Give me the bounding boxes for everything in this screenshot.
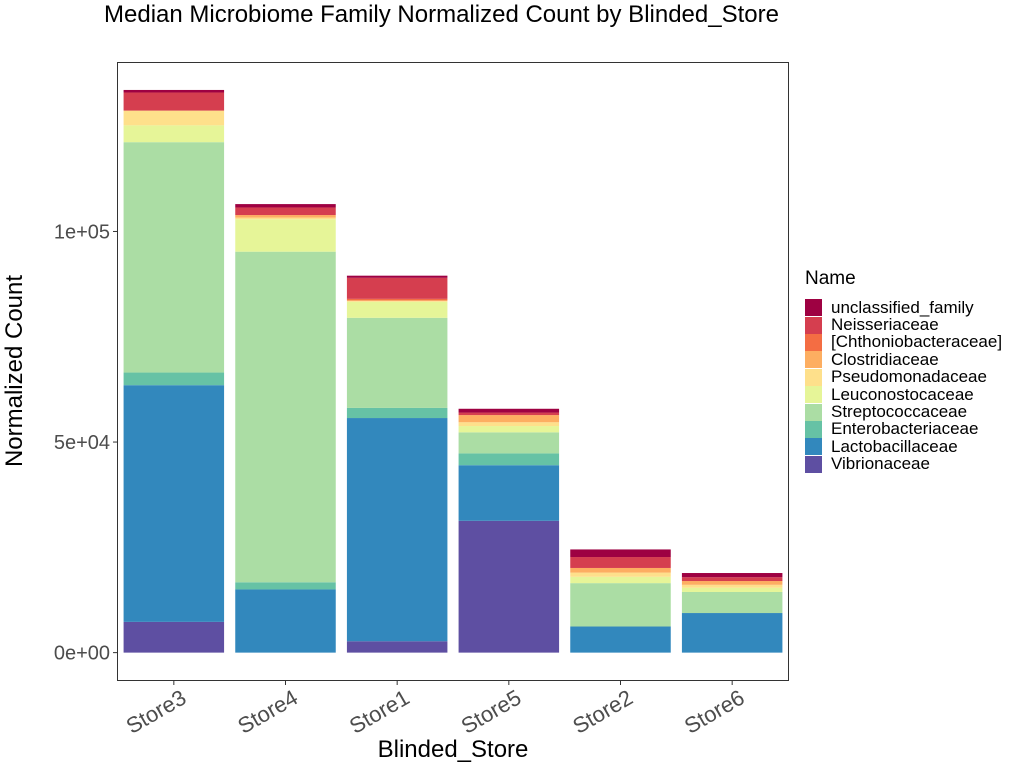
legend-item: unclassified_family <box>805 297 1002 317</box>
y-tick-label: 1e+05 <box>54 221 110 243</box>
x-tick-label: Store6 <box>680 685 749 739</box>
legend-label: Streptococcaceae <box>831 402 968 422</box>
bar-segment-store3-streptococcaceae <box>123 142 225 373</box>
legend-label: unclassified_family <box>831 297 974 317</box>
bar-segment-store2-neisseriaceae <box>570 557 671 568</box>
legend-swatch <box>805 316 822 334</box>
legend-label: Clostridiaceae <box>831 349 939 369</box>
bar-segment-store4-streptococcaceae <box>235 251 336 583</box>
bar-segment-store6-pseudomonadaceae <box>681 584 783 588</box>
legend-swatch <box>805 333 822 351</box>
bar-segment-store1-pseudomonadaceae <box>346 300 448 302</box>
bar-segment-store2-streptococcaceae <box>570 583 671 627</box>
bar-segment-store5-clostridiaceae <box>458 415 560 423</box>
bar-segment-store5-unclassified-family <box>458 408 560 413</box>
x-axis-title: Blinded_Store <box>378 736 529 763</box>
y-tick-label: 0e+00 <box>54 643 110 665</box>
bar-segment-store6-leuconostocaceae <box>681 587 783 592</box>
bar-segment-store4-lactobacillaceae <box>235 589 336 653</box>
bar-segment-store5-vibrionaceae <box>458 520 560 653</box>
bar-segment-store4-neisseriaceae <box>235 207 336 216</box>
bar-segment-store2-clostridiaceae <box>570 567 671 573</box>
bar-segment-store1-vibrionaceae <box>346 641 448 653</box>
legend-label: Leuconostocaceae <box>831 384 974 404</box>
legend-label: Lactobacillaceae <box>831 436 958 456</box>
bar-segment-store3-vibrionaceae <box>123 621 225 653</box>
legend-items: unclassified_family Neisseriaceae [Chthoni… <box>805 297 1003 474</box>
legend-item: [Chthoniobacteraceae] <box>805 332 1003 352</box>
legend-swatch <box>805 403 822 421</box>
bar-segment-store1-unclassified-family <box>346 275 448 278</box>
bar-segment-store6-neisseriaceae <box>681 577 783 582</box>
bar-segment-store3-neisseriaceae <box>123 92 225 111</box>
bar-segment-store3-lactobacillaceae <box>123 385 225 622</box>
bar-segment-store1-chthoniobacteraceae <box>346 298 448 301</box>
legend-swatch <box>805 368 822 386</box>
legend-item: Clostridiaceae <box>805 349 1002 369</box>
bar-segment-store4-clostridiaceae <box>235 215 336 218</box>
bar-segment-store4-enterobacteriaceae <box>235 582 336 590</box>
legend-title: Name <box>805 268 856 289</box>
bar-segment-store2-pseudomonadaceae <box>570 572 671 577</box>
y-axis-title: Normalized Count <box>1 275 28 467</box>
bar-segment-store5-leuconostocaceae <box>458 426 560 433</box>
legend-label: Vibrionaceae <box>831 454 930 474</box>
legend-item: Pseudomonadaceae <box>805 367 1002 387</box>
legend-swatch <box>805 438 822 456</box>
chart-title: Median Microbiome Family Normalized Coun… <box>104 1 779 28</box>
bar-segment-store3-pseudomonadaceae <box>123 110 225 126</box>
bar-segment-store4-pseudomonadaceae <box>235 217 336 220</box>
legend-label: Neisseriaceae <box>831 315 939 335</box>
legend-label: Enterobacteriaceae <box>831 419 979 439</box>
bar-segment-store2-unclassified-family <box>570 549 671 558</box>
legend-item: Lactobacillaceae <box>805 436 1002 456</box>
bar-segment-store1-enterobacteriaceae <box>346 407 448 419</box>
bar-segment-store2-lactobacillaceae <box>570 626 671 653</box>
legend-label: [Chthoniobacteraceae] <box>831 332 1003 352</box>
y-tick-label: 5e+04 <box>54 432 110 454</box>
bar-segment-store3-leuconostocaceae <box>123 125 225 143</box>
bar-segment-store4-leuconostocaceae <box>235 219 336 252</box>
legend-swatch <box>805 299 822 317</box>
bar-segment-store1-neisseriaceae <box>346 277 448 299</box>
bar-segment-store1-streptococcaceae <box>346 317 448 408</box>
bar-segment-store6-unclassified-family <box>681 573 783 578</box>
bar-segment-store5-lactobacillaceae <box>458 465 560 521</box>
bar-segment-store1-lactobacillaceae <box>346 418 448 642</box>
legend-label: Pseudomonadaceae <box>831 367 987 387</box>
bar-segment-store5-neisseriaceae <box>458 412 560 416</box>
legend-swatch <box>805 455 822 473</box>
bar-segment-store6-lactobacillaceae <box>681 613 783 653</box>
legend-swatch <box>805 386 822 404</box>
plot-panel-border <box>117 62 789 681</box>
bar-segment-store2-leuconostocaceae <box>570 576 671 584</box>
legend-swatch <box>805 420 822 438</box>
x-tick-label: Store3 <box>122 685 191 739</box>
bar-segment-store5-enterobacteriaceae <box>458 453 560 466</box>
bar-segment-store6-clostridiaceae <box>681 581 783 585</box>
legend-swatch <box>805 351 822 369</box>
x-tick-label: Store4 <box>233 685 302 739</box>
legend-item: Vibrionaceae <box>805 454 1002 474</box>
bar-segment-store6-streptococcaceae <box>681 591 783 614</box>
bar-segment-store3-unclassified-family <box>123 89 225 93</box>
legend-item: Neisseriaceae <box>805 315 1002 335</box>
bar-segment-store5-pseudomonadaceae <box>458 422 560 427</box>
legend-item: Leuconostocaceae <box>805 384 1002 404</box>
legend-item: Enterobacteriaceae <box>805 419 1002 439</box>
bars-layer <box>123 89 783 653</box>
x-tick-label: Store2 <box>568 685 637 739</box>
legend-item: Streptococcaceae <box>805 402 1002 422</box>
x-tick-label: Store5 <box>457 685 526 739</box>
bar-segment-store1-leuconostocaceae <box>346 301 448 318</box>
x-tick-label: Store1 <box>345 685 414 739</box>
bar-segment-store5-streptococcaceae <box>458 432 560 454</box>
legend: Name unclassified_family Neisseriaceae [Ch… <box>805 268 1002 473</box>
bar-segment-store3-enterobacteriaceae <box>123 372 225 386</box>
bar-segment-store4-unclassified-family <box>235 204 336 208</box>
